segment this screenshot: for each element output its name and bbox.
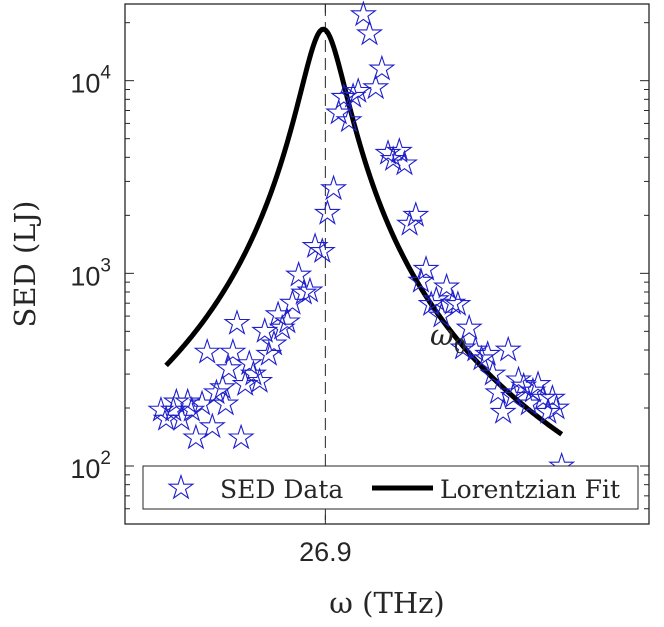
sed-data-point	[422, 285, 450, 312]
sed-data-point	[444, 290, 472, 316]
sed-data-point	[215, 354, 243, 381]
sed-data-point	[260, 329, 288, 356]
sed-data-point	[193, 337, 221, 364]
x-ticks: 26.9	[299, 4, 352, 567]
sed-data-point	[379, 145, 407, 172]
sed-data-point	[494, 335, 522, 362]
sed-data-point	[427, 301, 456, 328]
sed-data-point	[255, 340, 283, 366]
sed-data-point	[178, 395, 206, 422]
sed-data-point	[489, 398, 517, 424]
sed-data-point	[524, 370, 552, 397]
sed-data-point	[390, 149, 419, 176]
sed-data-point	[296, 276, 324, 303]
sed-data-point	[474, 340, 502, 366]
legend: SED Data Lorentzian Fit	[142, 465, 639, 510]
legend-label-sed-data: SED Data	[220, 475, 343, 504]
sed-data-point	[285, 260, 313, 287]
sed-data-point	[235, 349, 263, 376]
sed-data-point	[542, 393, 571, 420]
sed-data-point	[182, 423, 210, 450]
sed-data-point	[412, 254, 440, 281]
y-axis-label: SED (LJ)	[8, 200, 42, 327]
sed-data-point	[433, 272, 461, 299]
sed-data-point	[355, 19, 384, 46]
y-ticks: 102 103 104	[70, 22, 649, 525]
sed-data-point	[313, 198, 341, 225]
sed-data-point	[479, 359, 507, 386]
sed-data-point	[319, 174, 348, 201]
sed-data-point	[455, 313, 483, 340]
plot-area	[124, 3, 650, 525]
peak-label: ω0	[430, 318, 466, 358]
sed-data-point	[268, 313, 296, 340]
sed-data-point	[368, 54, 396, 81]
sed-data-point	[209, 373, 237, 400]
sed-data-point	[484, 378, 512, 405]
y-tick-label: 102	[70, 448, 111, 484]
sed-data-point	[385, 137, 413, 163]
sed-data-point	[449, 333, 477, 360]
y-tick-label: 103	[70, 255, 111, 291]
sed-data-point	[246, 367, 274, 393]
sed-data-point	[402, 201, 430, 227]
sed-data-point	[529, 383, 557, 410]
sed-data-point	[198, 412, 226, 439]
sed-data-point	[417, 290, 445, 316]
sed-data-point	[219, 337, 247, 364]
legend-marker-icon	[167, 473, 195, 500]
sed-data-point	[251, 317, 279, 343]
x-tick-label: 26.9	[299, 537, 352, 567]
sed-data-point	[212, 389, 240, 416]
legend-label-lorentzian-fit: Lorentzian Fit	[440, 475, 620, 504]
marker-layer	[147, 0, 576, 478]
sed-data-point	[188, 389, 216, 416]
sed-data-point	[273, 307, 301, 334]
sed-data-point	[510, 371, 538, 398]
sed-data-point	[308, 237, 336, 263]
sed-data-point	[223, 309, 251, 335]
sed-data-point	[339, 81, 367, 108]
sed-data-point	[362, 73, 390, 100]
sed-data-point	[515, 389, 543, 416]
sed-data-point	[227, 423, 255, 450]
sed-data-point	[335, 106, 363, 133]
y-tick-label: 104	[70, 63, 111, 99]
sed-data-point	[231, 370, 259, 397]
sed-data-point	[344, 77, 372, 103]
x-axis-label: ω (THz)	[329, 586, 444, 620]
sed-data-point	[239, 359, 268, 386]
sed-data-point	[349, 0, 377, 27]
sed-data-point	[396, 209, 424, 236]
sed-data-point	[374, 138, 402, 165]
sed-data-point	[330, 82, 358, 109]
sed-data-point	[538, 383, 567, 410]
sed-data-point	[534, 398, 562, 424]
peak-label-subscript: 0	[454, 334, 467, 358]
sed-data-point	[504, 365, 533, 392]
